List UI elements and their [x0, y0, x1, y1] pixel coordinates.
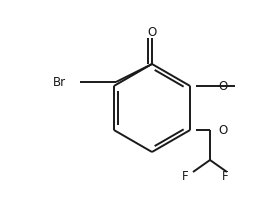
Text: O: O — [218, 80, 227, 92]
Text: F: F — [182, 169, 188, 183]
Text: F: F — [222, 169, 228, 183]
Text: O: O — [218, 124, 227, 136]
Text: O: O — [147, 26, 157, 38]
Text: Br: Br — [53, 75, 66, 89]
